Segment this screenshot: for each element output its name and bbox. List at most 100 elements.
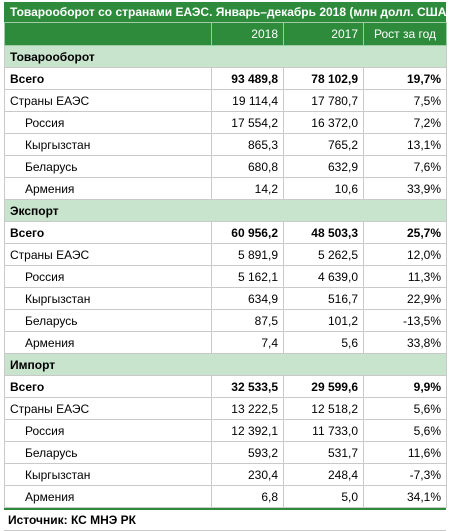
row-label: Кыргызстан <box>4 133 212 156</box>
section-header-row: Импорт <box>4 353 447 376</box>
header-label-column <box>4 22 212 46</box>
header-growth: Рост за год <box>363 22 447 46</box>
table-row: Беларусь 680,8 632,9 7,6% <box>4 155 447 178</box>
value-2018: 593,2 <box>211 441 284 464</box>
table-row: Страны ЕАЭС 13 222,5 12 518,2 5,6% <box>4 397 447 420</box>
table-title: Товарооборот со странами ЕАЭС. Январь–де… <box>4 2 446 22</box>
value-2018: 17 554,2 <box>211 111 284 134</box>
value-2017: 10,6 <box>283 177 364 200</box>
table-body: Товарооборот Всего 93 489,8 78 102,9 19,7% Ст… <box>4 45 447 508</box>
value-2018: 634,9 <box>211 287 284 310</box>
row-label: Всего <box>4 375 212 398</box>
growth-value: 19,7% <box>363 67 447 90</box>
header-2017: 2017 <box>283 22 364 46</box>
table-row: Россия 12 392,1 11 733,0 5,6% <box>4 419 447 442</box>
section-title: Экспорт <box>4 199 447 222</box>
section-header-row: Товарооборот <box>4 45 447 68</box>
value-2017: 5 262,5 <box>283 243 364 266</box>
value-2017: 531,7 <box>283 441 364 464</box>
trade-table: 2018 2017 Рост за год Товарооборот Всего 9… <box>4 22 447 508</box>
section-title: Импорт <box>4 353 447 376</box>
growth-value: 11,6% <box>363 441 447 464</box>
value-2017: 16 372,0 <box>283 111 364 134</box>
value-2018: 230,4 <box>211 463 284 486</box>
growth-value: 5,6% <box>363 419 447 442</box>
value-2017: 11 733,0 <box>283 419 364 442</box>
source-note: Источник: КС МНЭ РК <box>4 508 446 531</box>
row-label: Россия <box>4 419 212 442</box>
table-row: Россия 5 162,1 4 639,0 11,3% <box>4 265 447 288</box>
value-2017: 765,2 <box>283 133 364 156</box>
trade-table-figure: Товарооборот со странами ЕАЭС. Январь–де… <box>4 0 447 531</box>
value-2017: 12 518,2 <box>283 397 364 420</box>
row-label: Беларусь <box>4 309 212 332</box>
table-row: Армения 7,4 5,6 33,8% <box>4 331 447 354</box>
value-2018: 13 222,5 <box>211 397 284 420</box>
row-label: Армения <box>4 485 212 508</box>
table-row: Беларусь 87,5 101,2 -13,5% <box>4 309 447 332</box>
growth-value: 33,8% <box>363 331 447 354</box>
table-header: 2018 2017 Рост за год <box>4 22 447 46</box>
value-2018: 5 162,1 <box>211 265 284 288</box>
table-row: Кыргызстан 865,3 765,2 13,1% <box>4 133 447 156</box>
value-2017: 29 599,6 <box>283 375 364 398</box>
value-2018: 93 489,8 <box>211 67 284 90</box>
row-label: Всего <box>4 221 212 244</box>
header-2018: 2018 <box>211 22 284 46</box>
table-row: Россия 17 554,2 16 372,0 7,2% <box>4 111 447 134</box>
table-row: Кыргызстан 634,9 516,7 22,9% <box>4 287 447 310</box>
value-2018: 19 114,4 <box>211 89 284 112</box>
value-2018: 12 392,1 <box>211 419 284 442</box>
growth-value: 7,6% <box>363 155 447 178</box>
growth-value: 34,1% <box>363 485 447 508</box>
table-row: Кыргызстан 230,4 248,4 -7,3% <box>4 463 447 486</box>
growth-value: 7,5% <box>363 89 447 112</box>
table-row: Страны ЕАЭС 5 891,9 5 262,5 12,0% <box>4 243 447 266</box>
value-2017: 101,2 <box>283 309 364 332</box>
value-2017: 5,0 <box>283 485 364 508</box>
table-row: Армения 6,8 5,0 34,1% <box>4 485 447 508</box>
table-row: Армения 14,2 10,6 33,9% <box>4 177 447 200</box>
table-row: Страны ЕАЭС 19 114,4 17 780,7 7,5% <box>4 89 447 112</box>
row-label: Беларусь <box>4 441 212 464</box>
value-2017: 4 639,0 <box>283 265 364 288</box>
value-2017: 516,7 <box>283 287 364 310</box>
row-label: Армения <box>4 177 212 200</box>
value-2017: 17 780,7 <box>283 89 364 112</box>
growth-value: -7,3% <box>363 463 447 486</box>
value-2017: 5,6 <box>283 331 364 354</box>
growth-value: 25,7% <box>363 221 447 244</box>
row-label: Кыргызстан <box>4 463 212 486</box>
value-2017: 248,4 <box>283 463 364 486</box>
row-label: Страны ЕАЭС <box>4 397 212 420</box>
growth-value: 33,9% <box>363 177 447 200</box>
growth-value: 22,9% <box>363 287 447 310</box>
value-2018: 87,5 <box>211 309 284 332</box>
total-row: Всего 60 956,2 48 503,3 25,7% <box>4 221 447 244</box>
value-2017: 48 503,3 <box>283 221 364 244</box>
value-2018: 60 956,2 <box>211 221 284 244</box>
growth-value: 13,1% <box>363 133 447 156</box>
table-row: Беларусь 593,2 531,7 11,6% <box>4 441 447 464</box>
row-label: Всего <box>4 67 212 90</box>
growth-value: 9,9% <box>363 375 447 398</box>
row-label: Армения <box>4 331 212 354</box>
header-row: 2018 2017 Рост за год <box>4 22 447 46</box>
section-header-row: Экспорт <box>4 199 447 222</box>
value-2018: 865,3 <box>211 133 284 156</box>
value-2018: 7,4 <box>211 331 284 354</box>
growth-value: 12,0% <box>363 243 447 266</box>
value-2017: 78 102,9 <box>283 67 364 90</box>
row-label: Кыргызстан <box>4 287 212 310</box>
row-label: Страны ЕАЭС <box>4 243 212 266</box>
value-2018: 5 891,9 <box>211 243 284 266</box>
total-row: Всего 93 489,8 78 102,9 19,7% <box>4 67 447 90</box>
value-2018: 14,2 <box>211 177 284 200</box>
section-title: Товарооборот <box>4 45 447 68</box>
row-label: Россия <box>4 111 212 134</box>
growth-value: 11,3% <box>363 265 447 288</box>
row-label: Беларусь <box>4 155 212 178</box>
value-2018: 6,8 <box>211 485 284 508</box>
row-label: Россия <box>4 265 212 288</box>
value-2018: 680,8 <box>211 155 284 178</box>
